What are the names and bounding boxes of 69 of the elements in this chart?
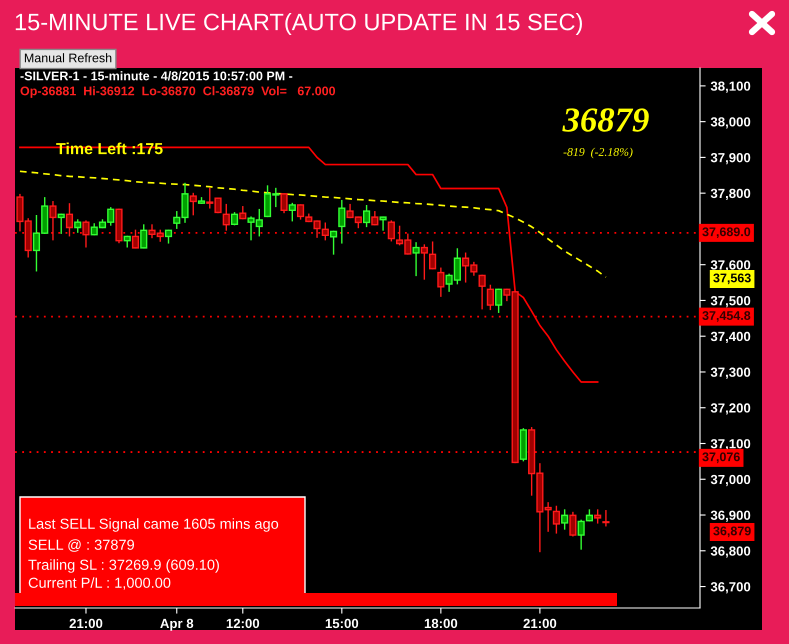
candlestick bbox=[288, 202, 296, 222]
candlestick bbox=[486, 284, 494, 310]
candlestick bbox=[74, 219, 82, 233]
y-tick-label: 38,000 bbox=[710, 117, 750, 128]
candlestick bbox=[420, 244, 428, 280]
ref-line-label: 37,076 bbox=[702, 452, 740, 464]
y-tick-label: 37,600 bbox=[710, 260, 750, 272]
candlestick bbox=[380, 216, 387, 231]
candlestick bbox=[362, 204, 370, 228]
candlestick bbox=[82, 220, 90, 248]
annotation: SELL @ : 37879 bbox=[28, 539, 134, 552]
candlestick bbox=[164, 230, 172, 244]
candlestick bbox=[132, 230, 140, 249]
y-tick-label: 37,500 bbox=[710, 296, 750, 308]
annotation: Op-36881 Hi-36912 Lo-36870 Cl-36879 Vol= 67.000 bbox=[20, 86, 336, 98]
y-tick-label: 37,100 bbox=[710, 439, 750, 450]
annotation: Trailing SL : 37269.9 (609.10) bbox=[28, 559, 219, 573]
annotation: Last SELL Signal came 1605 mins ago bbox=[29, 518, 278, 532]
text: 37,563 bbox=[713, 274, 751, 284]
candlestick bbox=[124, 236, 131, 248]
text: Manual Refresh bbox=[24, 53, 112, 62]
y-tick-label: 36,700 bbox=[710, 582, 750, 594]
candlestick bbox=[222, 204, 230, 231]
y-tick-label: 37,900 bbox=[710, 152, 750, 164]
candlestick bbox=[49, 201, 57, 240]
candlestick bbox=[569, 512, 576, 536]
text: 36,879 bbox=[713, 526, 751, 538]
chart-title: 15-MINUTE LIVE CHART(AUTO UPDATE IN 15 SEC) bbox=[16, 12, 582, 35]
candlestick bbox=[230, 212, 238, 226]
y-tick-label: 37,300 bbox=[710, 368, 750, 379]
annotation: Current P/L : 1,000.00 bbox=[28, 577, 170, 590]
y-tick-label: 36,900 bbox=[710, 510, 750, 522]
x-tick-label: Apr 8 bbox=[160, 618, 194, 631]
annotation: -819 (-2.18%) bbox=[564, 148, 633, 158]
candlestick bbox=[429, 241, 436, 270]
candlestick bbox=[495, 288, 502, 313]
candlestick bbox=[478, 274, 486, 310]
candlestick bbox=[552, 506, 560, 534]
x-tick-label: 21:00 bbox=[523, 618, 556, 628]
candlestick bbox=[371, 211, 378, 226]
x-tick-label: 18:00 bbox=[424, 618, 458, 628]
candlestick bbox=[437, 268, 444, 297]
candlestick bbox=[140, 224, 148, 249]
candlestick bbox=[561, 509, 568, 530]
y-tick-label: 37,000 bbox=[710, 474, 750, 486]
candlestick bbox=[190, 192, 197, 216]
candlestick bbox=[594, 509, 602, 524]
candlestick bbox=[58, 214, 65, 234]
line-series bbox=[19, 170, 607, 278]
chart-subtitle: -SILVER-1 - 15-minute - 4/8/2015 10:57:00 PM - bbox=[20, 71, 292, 80]
ref-line-label: 37,689.0 bbox=[702, 227, 750, 238]
y-tick-label: 38,100 bbox=[710, 81, 750, 93]
x-tick-label: 15:00 bbox=[326, 618, 358, 628]
y-tick-label: 37,200 bbox=[710, 403, 750, 415]
candlestick bbox=[602, 510, 610, 526]
candlestick bbox=[66, 203, 74, 236]
candlestick bbox=[412, 242, 420, 276]
x-tick-label: 21:00 bbox=[70, 618, 102, 628]
candlestick bbox=[338, 200, 346, 244]
candlestick bbox=[388, 220, 395, 242]
candlestick bbox=[330, 230, 338, 255]
y-tick-label: 37,400 bbox=[710, 332, 750, 344]
x-tick-label: 12:00 bbox=[226, 618, 260, 628]
annotation: 36879 bbox=[562, 108, 649, 132]
y-tick-label: 37,800 bbox=[710, 188, 750, 200]
candlestick bbox=[239, 206, 246, 220]
candlestick bbox=[280, 193, 288, 214]
ref-line-label: 37,454.8 bbox=[702, 311, 750, 322]
y-tick-label: 36,800 bbox=[710, 546, 750, 558]
